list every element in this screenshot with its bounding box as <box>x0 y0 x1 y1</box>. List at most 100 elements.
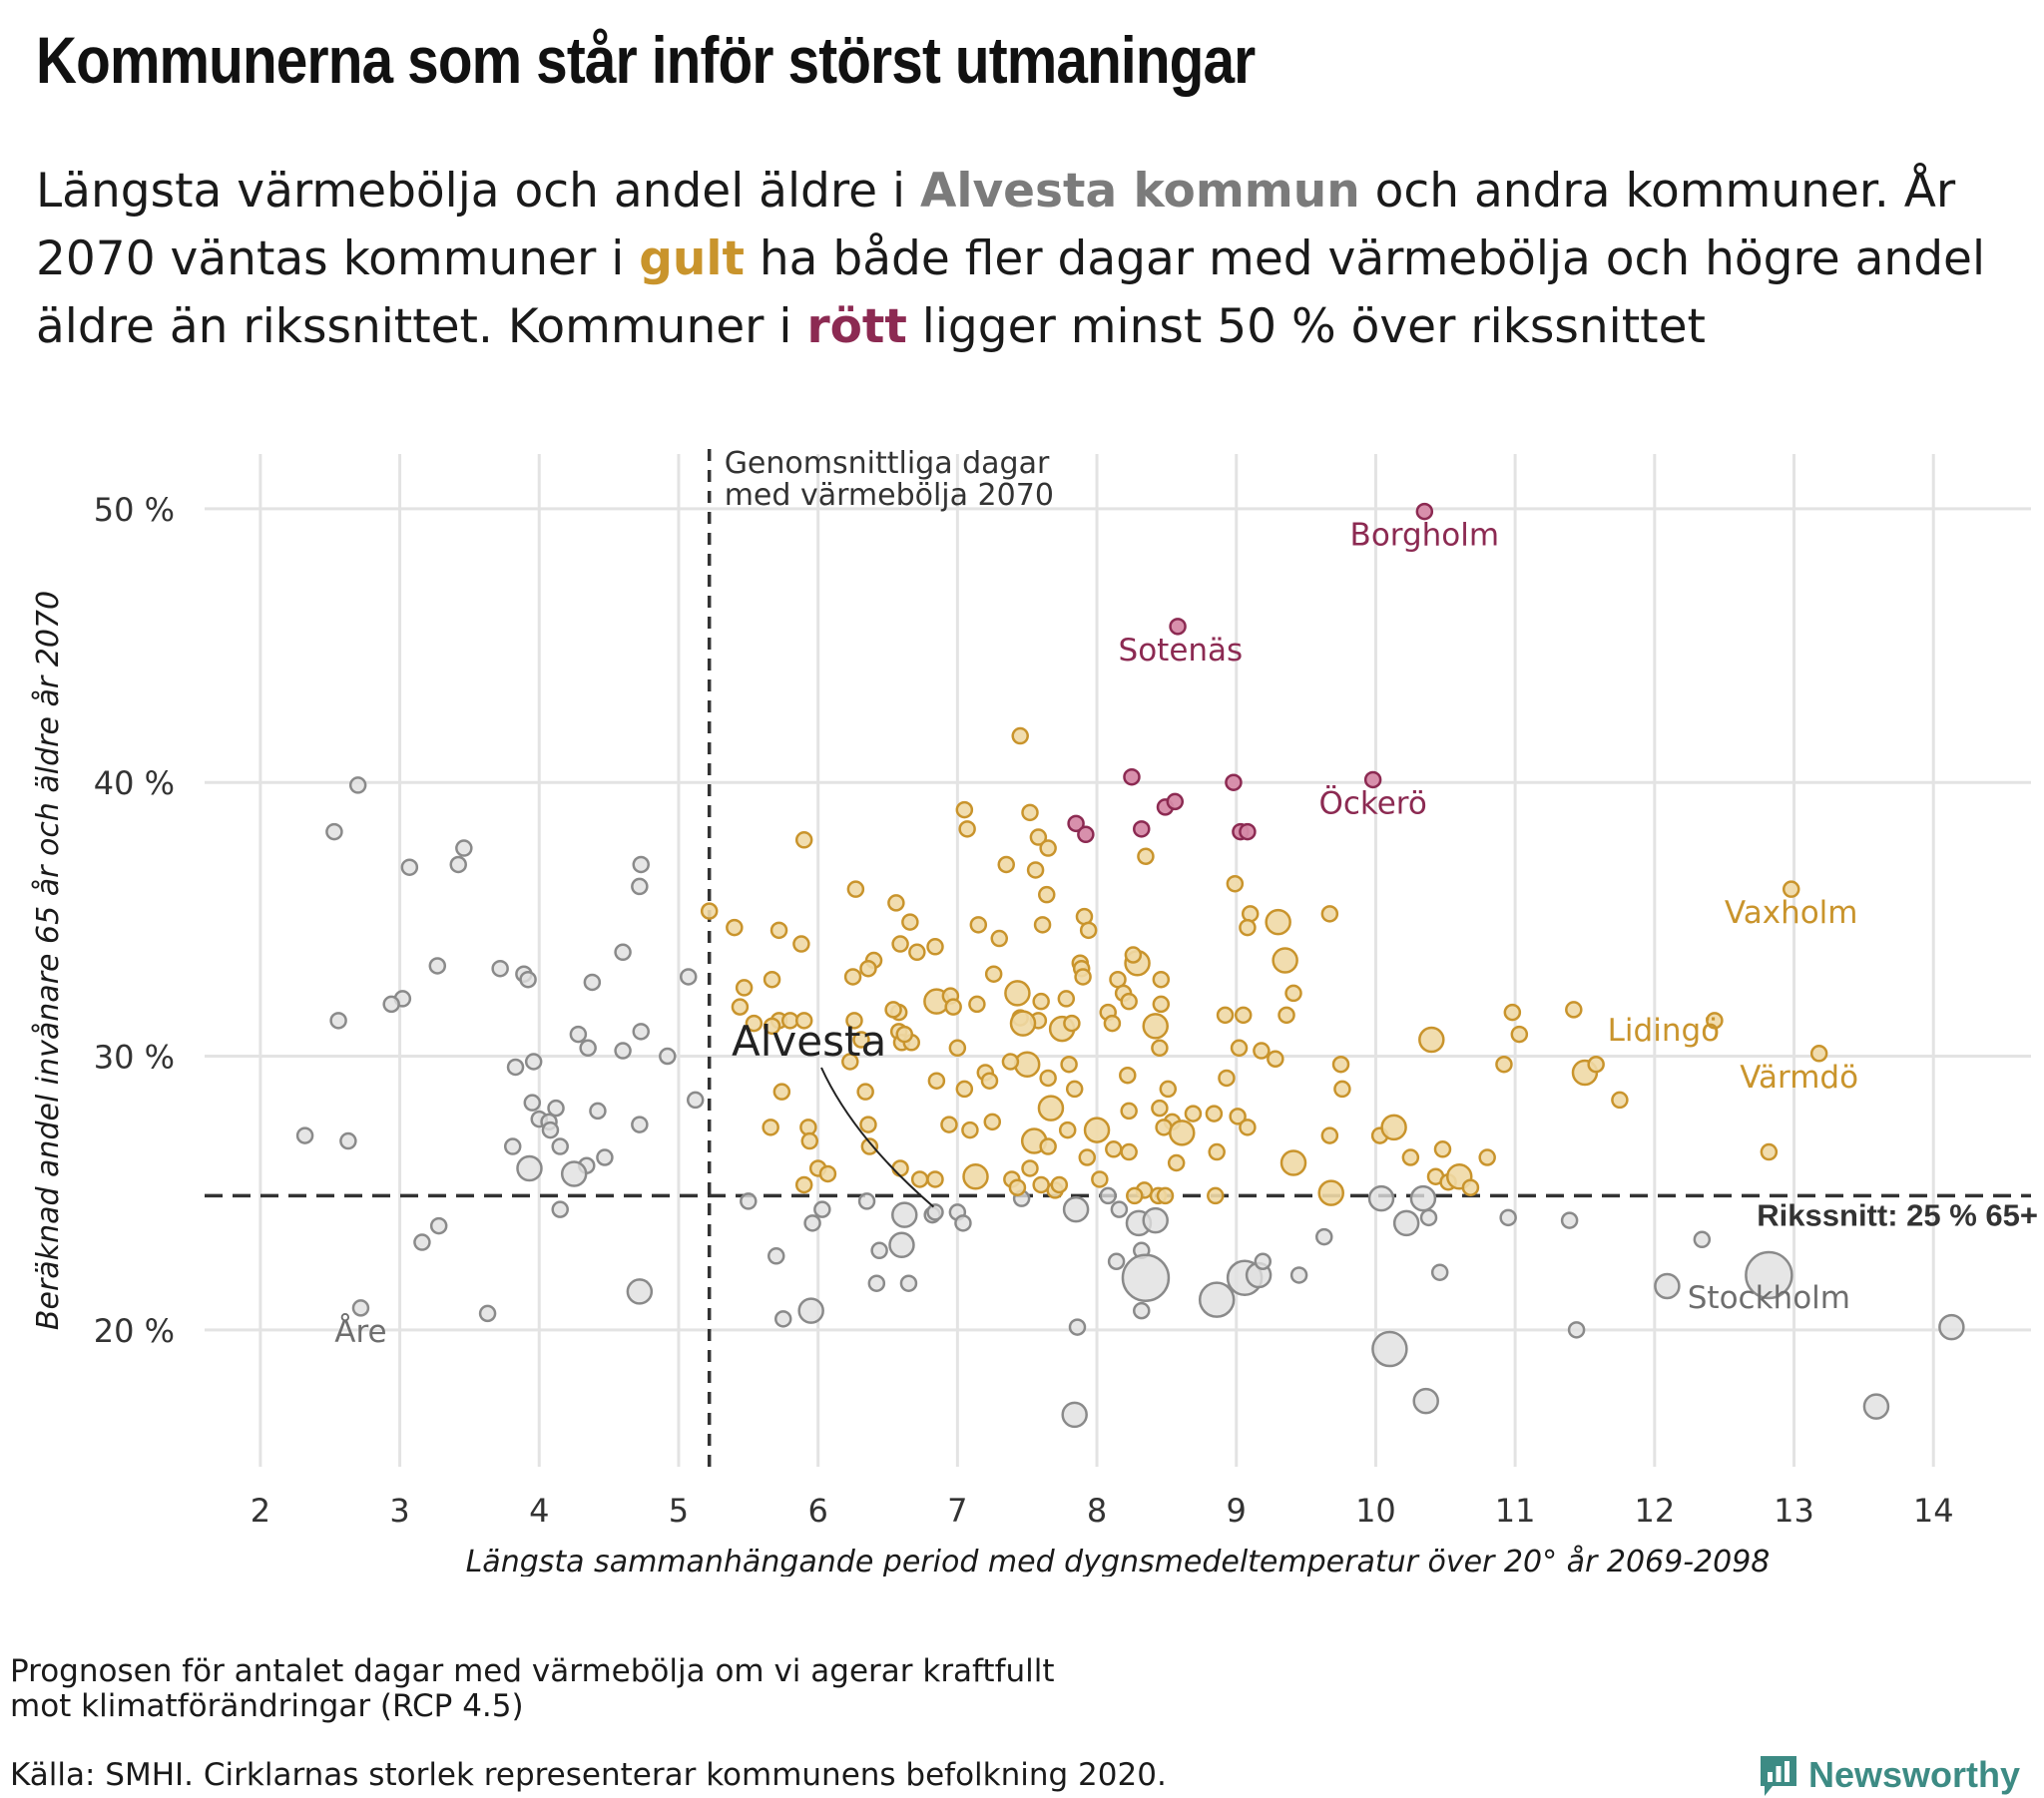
data-point-yellow <box>1159 1080 1178 1099</box>
subtitle-text: Längsta värmebölja och andel äldre i <box>36 164 921 219</box>
data-point-yellow <box>1039 1137 1057 1155</box>
data-point-gray <box>631 1116 649 1133</box>
data-point-yellow <box>1611 1091 1629 1110</box>
data-point-yellow <box>859 959 877 978</box>
x-tick-label: 12 <box>1634 1492 1675 1530</box>
data-point-yellow <box>1057 990 1076 1008</box>
data-point-gray <box>547 1099 565 1118</box>
data-point-gray <box>1062 1195 1090 1223</box>
data-point-yellow <box>1137 847 1155 866</box>
data-point-gray <box>541 1121 560 1139</box>
data-point-gray <box>1409 1184 1437 1212</box>
data-point-yellow <box>1272 947 1298 974</box>
data-point-gray <box>413 1233 431 1251</box>
data-point-gray <box>449 855 467 874</box>
data-point-yellow <box>1565 1001 1583 1019</box>
data-point-yellow <box>969 916 988 934</box>
data-point-gray <box>351 1299 370 1317</box>
data-point-gray <box>626 1278 654 1305</box>
data-point-gray <box>857 1192 876 1210</box>
subtitle-text: ligger minst 50 % över rikssnittet <box>906 299 1706 354</box>
average-days-label-2: med värmebölja 2070 <box>725 478 1054 513</box>
data-point-yellow <box>1105 1140 1123 1158</box>
label-värmdö: Värmdö <box>1740 1060 1858 1096</box>
data-point-gray <box>803 1214 821 1232</box>
data-point-yellow <box>769 921 788 940</box>
data-point-gray <box>679 968 698 986</box>
data-point-yellow <box>731 998 750 1016</box>
data-point-yellow <box>1011 726 1029 745</box>
data-point-yellow <box>1208 1142 1226 1161</box>
data-point-yellow <box>1058 1121 1077 1139</box>
label-lidingö: Lidingö <box>1608 1013 1720 1049</box>
highlight-rott: rött <box>806 299 907 354</box>
x-tick-label: 5 <box>669 1492 689 1530</box>
data-point-yellow <box>818 1164 837 1183</box>
data-point-gray <box>583 973 602 992</box>
data-point-yellow <box>1083 1117 1111 1143</box>
footnote-line-2: mot klimatförändringar (RCP 4.5) <box>10 1688 524 1724</box>
data-point-yellow <box>1142 1013 1169 1040</box>
data-point-yellow <box>794 1175 813 1194</box>
data-point-gray <box>1107 1252 1126 1271</box>
data-point-yellow <box>1074 968 1092 986</box>
data-point-yellow <box>891 935 909 953</box>
data-point-yellow <box>990 929 1009 948</box>
data-point-yellow <box>1009 1010 1037 1037</box>
data-point-yellow <box>1167 1153 1186 1172</box>
data-point-yellow <box>1037 1095 1065 1122</box>
label-sotenäs: Sotenäs <box>1119 633 1244 669</box>
data-point-yellow <box>1284 984 1302 1003</box>
data-point-yellow <box>1320 1126 1339 1144</box>
data-point-red <box>1225 773 1243 791</box>
data-point-yellow <box>1119 1066 1137 1085</box>
highlight-alvesta-kommun: Alvesta kommun <box>920 164 1360 219</box>
data-point-gray <box>400 858 419 876</box>
data-point-gray <box>740 1192 758 1210</box>
data-point-yellow <box>968 995 986 1014</box>
data-point-gray <box>631 877 649 896</box>
data-point-yellow <box>772 1083 791 1101</box>
data-point-gray <box>888 1231 915 1259</box>
data-point-gray <box>1314 1227 1333 1246</box>
data-point-yellow <box>1039 839 1057 857</box>
data-point-gray <box>478 1304 497 1323</box>
data-point-gray <box>596 1148 614 1166</box>
data-point-gray <box>1862 1393 1890 1420</box>
data-point-yellow <box>926 1170 944 1188</box>
data-point-gray <box>524 1053 543 1071</box>
data-point-gray <box>632 855 650 874</box>
data-point-gray <box>954 1214 972 1232</box>
data-point-yellow <box>927 1072 946 1090</box>
data-point-gray <box>1392 1209 1420 1237</box>
data-point-yellow <box>1229 1108 1247 1125</box>
data-point-yellow <box>1021 803 1039 822</box>
data-point-gray <box>1132 1301 1151 1320</box>
data-point-yellow <box>1205 1105 1224 1123</box>
y-tick-label: 20 % <box>94 1312 175 1350</box>
subtitle-text: och andra kommuner. År 2070 väntas kommu… <box>36 164 1956 286</box>
chart-subtitle: Längsta värmebölja och andel äldre i Alv… <box>36 158 2012 361</box>
logo-text: Newsworthy <box>1808 1754 2021 1795</box>
data-point-yellow <box>1253 1042 1271 1060</box>
data-point-gray <box>1254 1252 1273 1271</box>
data-point-yellow <box>1207 1186 1225 1205</box>
data-point-yellow <box>859 1116 877 1133</box>
data-point-yellow <box>926 938 944 956</box>
data-point-yellow <box>1706 1012 1724 1030</box>
data-point-gray <box>1412 1387 1439 1415</box>
x-tick-label: 3 <box>389 1492 409 1530</box>
data-point-gray <box>455 839 473 857</box>
data-point-yellow <box>997 855 1015 874</box>
data-point-yellow <box>845 1012 863 1030</box>
data-point-yellow <box>1029 828 1048 846</box>
data-point-yellow <box>1241 905 1260 923</box>
data-point-yellow <box>1495 1055 1513 1074</box>
data-point-yellow <box>1317 1179 1344 1206</box>
data-point-gray <box>382 995 400 1014</box>
data-point-yellow <box>856 1083 874 1101</box>
data-point-yellow <box>1152 970 1171 989</box>
data-point-red <box>1077 825 1095 844</box>
data-point-gray <box>1289 1266 1308 1284</box>
data-point-yellow <box>961 1121 979 1139</box>
